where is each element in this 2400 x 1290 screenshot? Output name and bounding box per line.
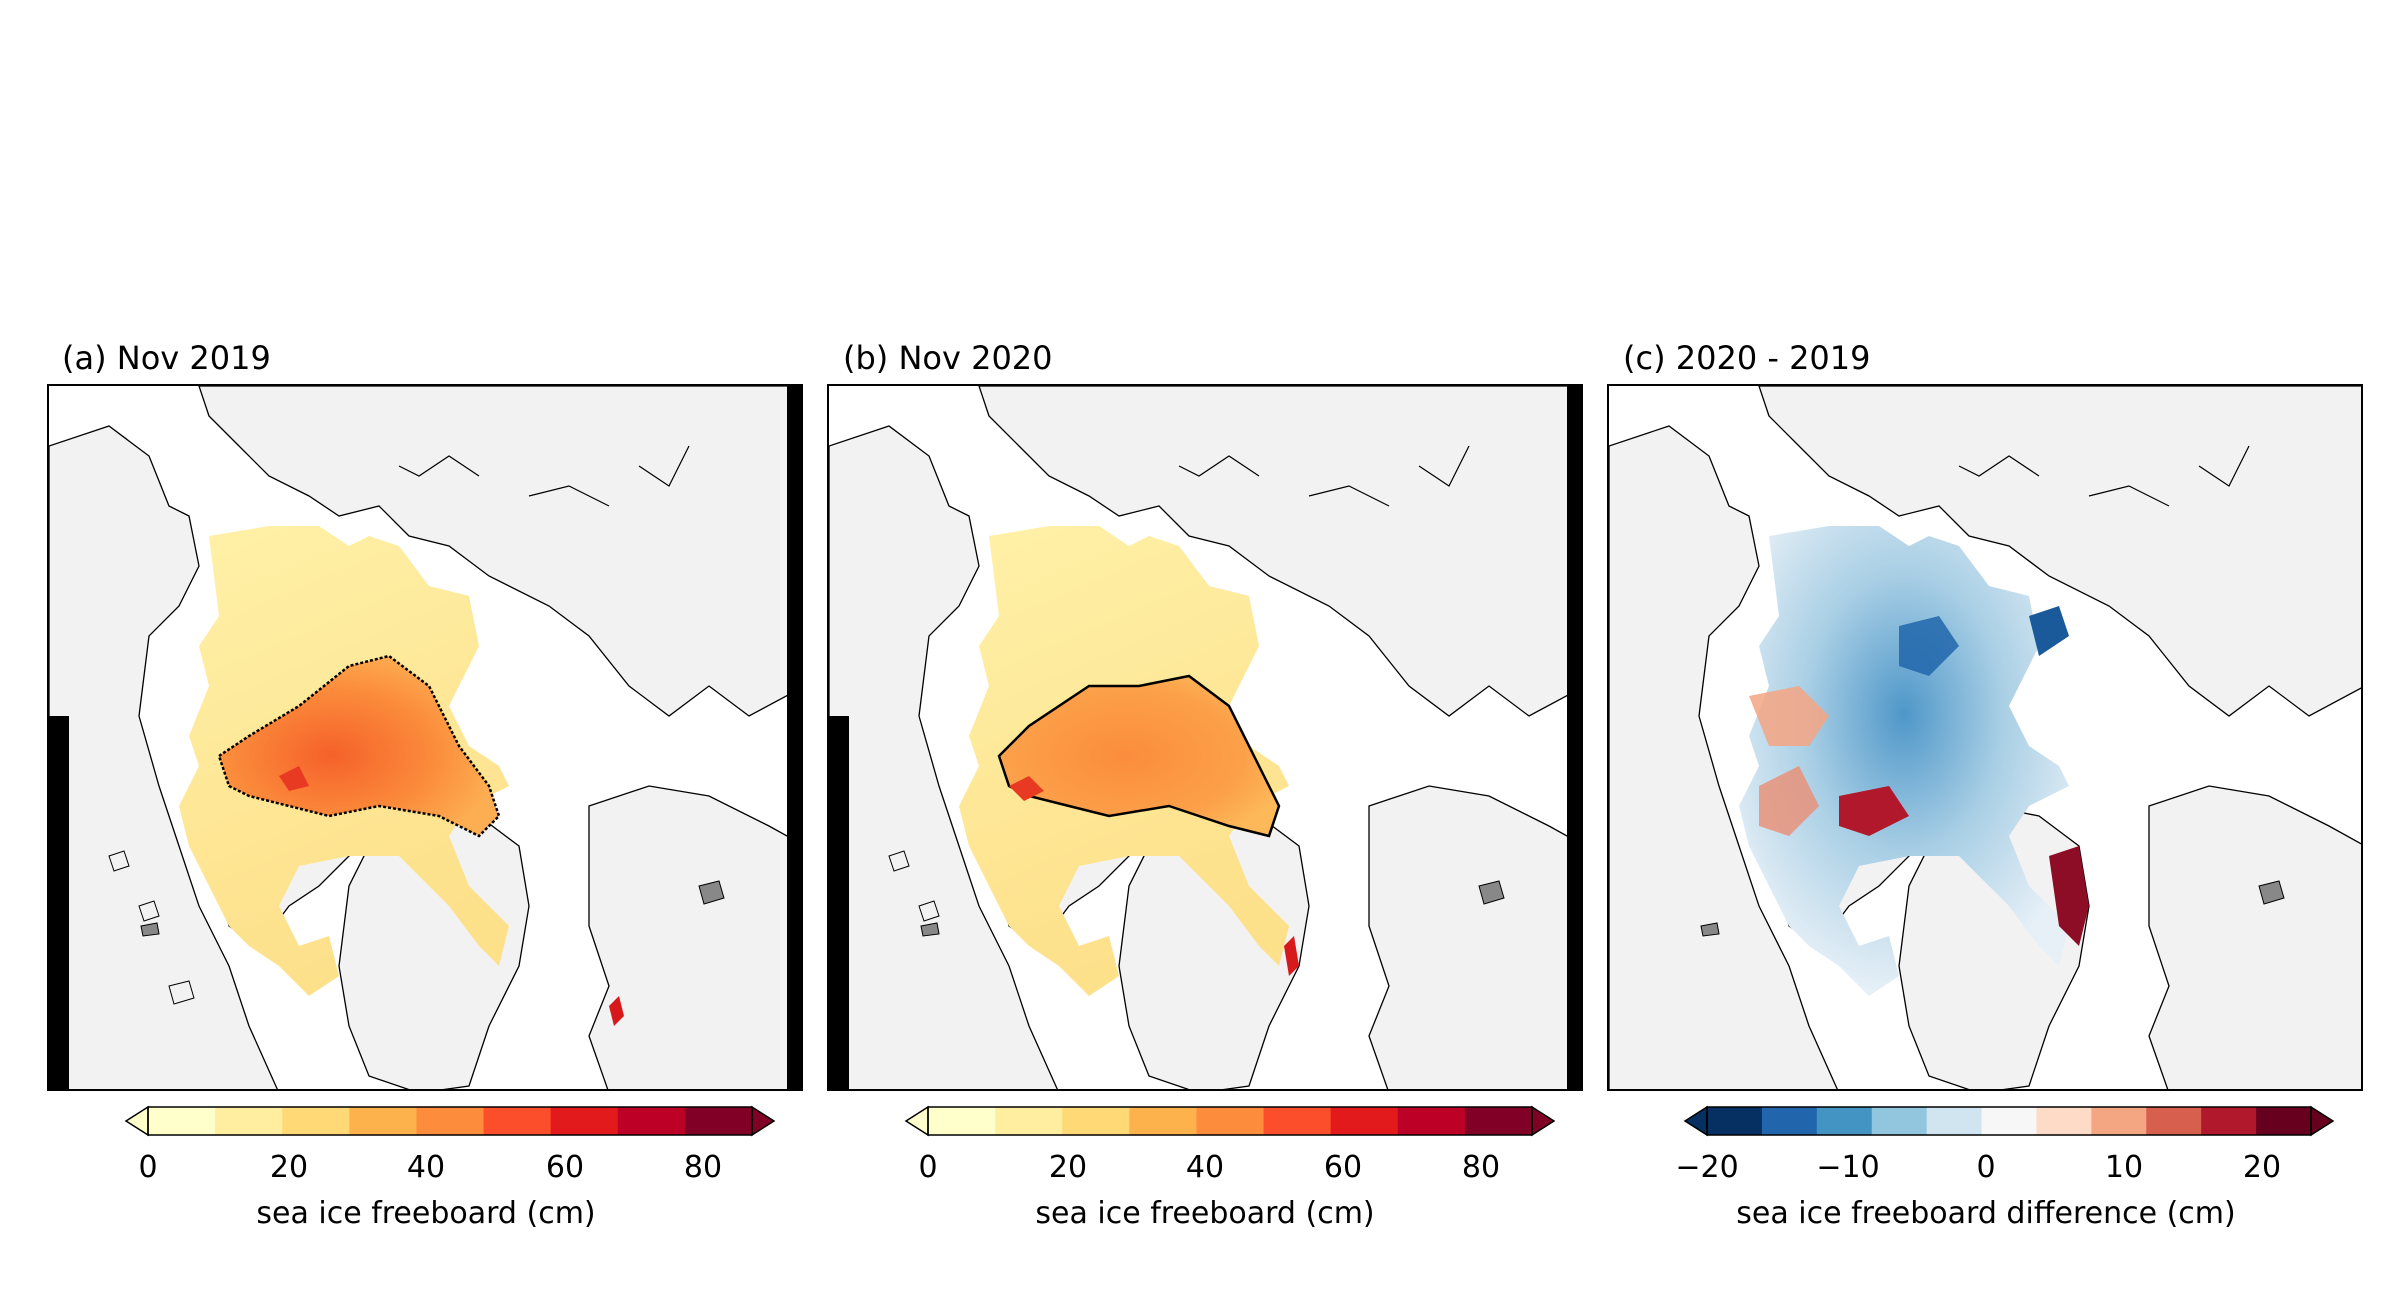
panel-a-colorbar-svg: [124, 1105, 776, 1137]
colorbar-segment: [2201, 1107, 2257, 1135]
panel-a-title: (a) Nov 2019: [62, 339, 271, 377]
panel-c-tick-4: 20: [2242, 1150, 2282, 1185]
panel-c-map: [1607, 384, 2363, 1091]
panel-a-tick-1: 20: [269, 1150, 309, 1185]
panel-c-colorbar-fill: [1707, 1107, 2312, 1135]
panel-c-colorbar-svg: [1683, 1105, 2335, 1137]
colorbar-segment: [2091, 1107, 2147, 1135]
land-europe: [588, 785, 801, 1089]
panel-a-colorbar: [124, 1105, 776, 1137]
colorbar-segment: [483, 1107, 552, 1135]
colorbar-segment: [2256, 1107, 2312, 1135]
colorbar-segment: [215, 1107, 283, 1135]
colorbar-segment: [1263, 1107, 1332, 1135]
panel-a-tick-3: 60: [545, 1150, 585, 1185]
panel-b-tick-0: 0: [918, 1150, 938, 1185]
panel-b-colorbar-svg: [904, 1105, 1556, 1137]
panel-b-colorbar-fill: [928, 1107, 1533, 1135]
colorbar-segment: [349, 1107, 418, 1135]
panel-b-tick-3: 60: [1323, 1150, 1363, 1185]
colorbar-segment: [1330, 1107, 1399, 1135]
panel-a-colorbar-fill: [148, 1107, 753, 1135]
panel-b-tick-1: 20: [1048, 1150, 1088, 1185]
colorbar-segment: [148, 1107, 216, 1135]
panel-c-colorbar-label: sea ice freeboard difference (cm): [1736, 1196, 2236, 1231]
panel-c-tick-1: −10: [1816, 1150, 1880, 1185]
panel-c-tick-0: −20: [1675, 1150, 1739, 1185]
land-eurasia: [198, 386, 801, 717]
panel-c-tick-3: 10: [2104, 1150, 2144, 1185]
panel-c-map-svg: [1609, 386, 2361, 1089]
colorbar-segment: [1981, 1107, 2038, 1135]
colorbar-segment: [416, 1107, 485, 1135]
panel-c-title: (c) 2020 - 2019: [1623, 339, 1871, 377]
panel-b-colorbar: [904, 1105, 1556, 1137]
panel-b-tick-2: 40: [1185, 1150, 1225, 1185]
panel-a-tick-2: 40: [406, 1150, 446, 1185]
colorbar-segment: [1871, 1107, 1928, 1135]
colorbar-segment: [1816, 1107, 1873, 1135]
panel-c-tick-2: 0: [1976, 1150, 1996, 1185]
colorbar-segment: [2146, 1107, 2202, 1135]
panel-b-map: [827, 384, 1583, 1091]
colorbar-segment: [1707, 1107, 1763, 1135]
colorbar-segment: [1129, 1107, 1198, 1135]
colorbar-segment: [550, 1107, 619, 1135]
colorbar-segment: [684, 1107, 753, 1135]
colorbar-segment: [995, 1107, 1063, 1135]
colorbar-segment: [282, 1107, 350, 1135]
colorbar-segment: [2036, 1107, 2092, 1135]
colorbar-segment: [1196, 1107, 1265, 1135]
panel-b-title: (b) Nov 2020: [843, 339, 1053, 377]
colorbar-segment: [1062, 1107, 1130, 1135]
panel-c-colorbar: [1683, 1105, 2335, 1137]
colorbar-segment: [1397, 1107, 1466, 1135]
colorbar-segment: [1926, 1107, 1983, 1135]
panel-b-colorbar-label: sea ice freeboard (cm): [1035, 1196, 1375, 1231]
panel-a-tick-4: 80: [683, 1150, 723, 1185]
panel-b-tick-4: 80: [1461, 1150, 1501, 1185]
panel-a-map: [47, 384, 803, 1091]
panel-a-tick-0: 0: [138, 1150, 158, 1185]
panel-a-colorbar-label: sea ice freeboard (cm): [256, 1196, 596, 1231]
land-north-america: [49, 425, 278, 1089]
colorbar-segment: [617, 1107, 686, 1135]
panel-b-map-svg: [829, 386, 1581, 1089]
colorbar-segment: [1464, 1107, 1533, 1135]
panel-a-map-svg: [49, 386, 801, 1089]
colorbar-segment: [1761, 1107, 1818, 1135]
colorbar-segment: [928, 1107, 996, 1135]
